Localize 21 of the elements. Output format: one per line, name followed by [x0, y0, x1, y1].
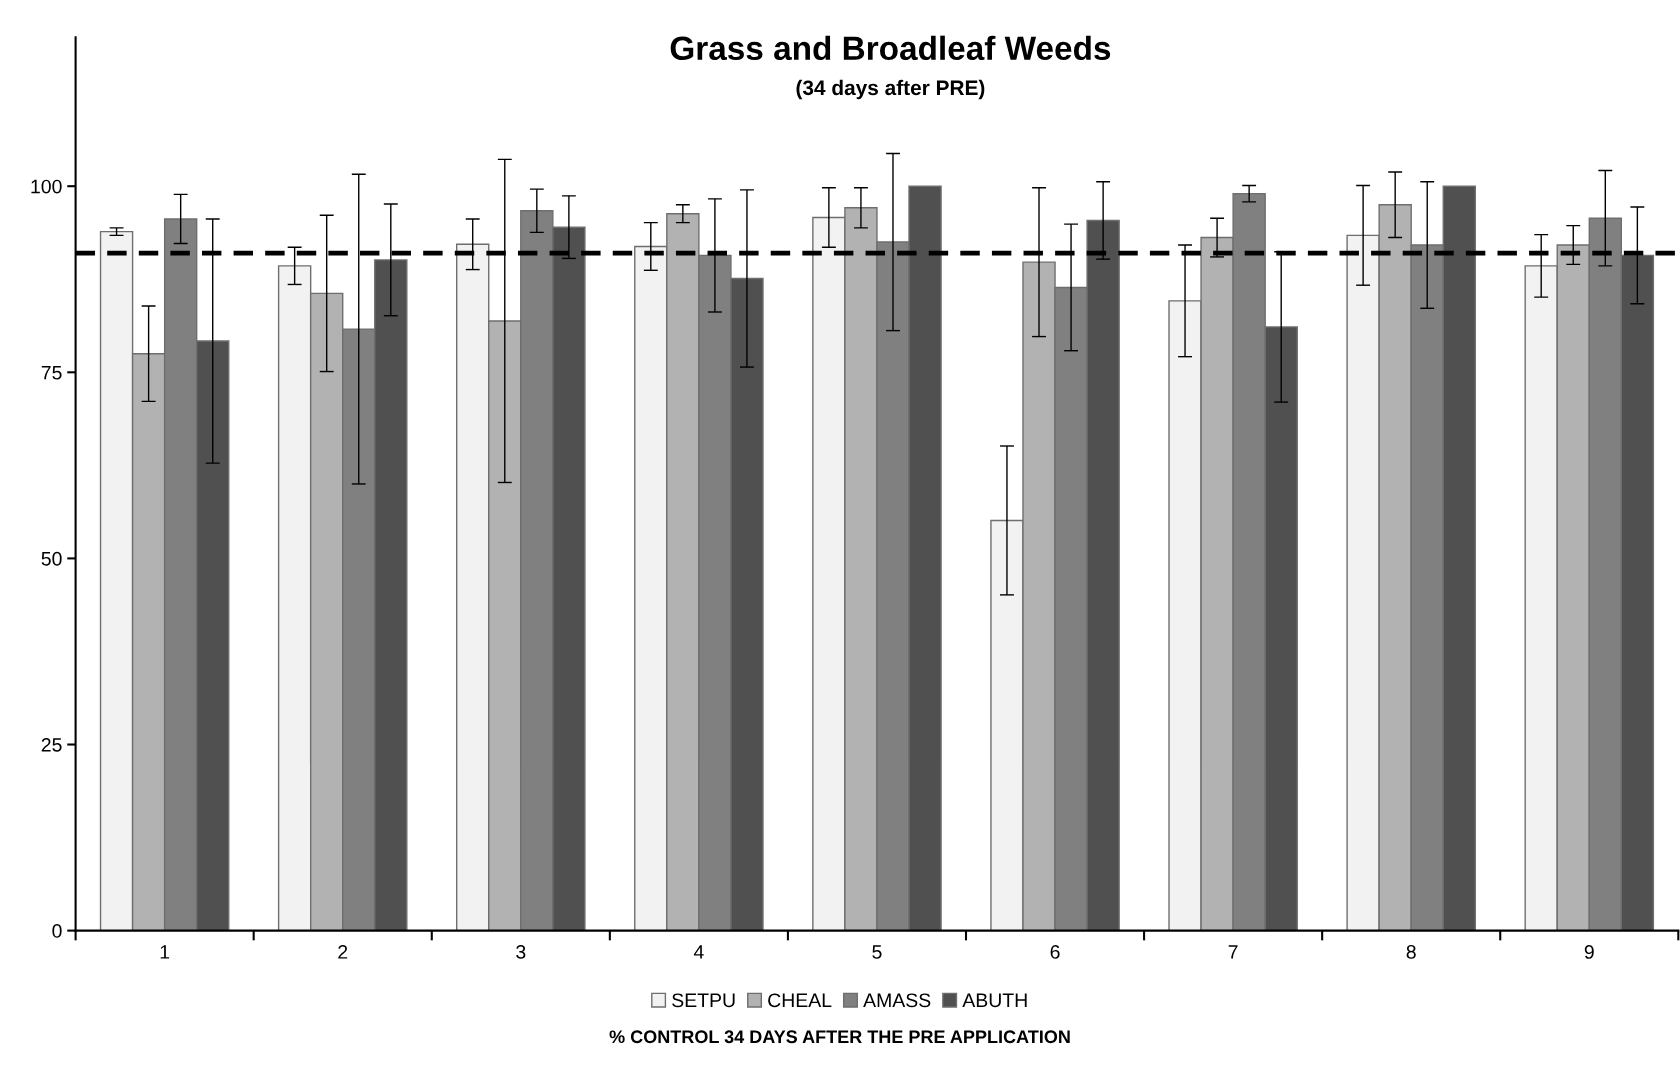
x-tick-label: 2: [338, 945, 348, 959]
x-tick-label: 1: [160, 945, 170, 959]
text: (34 days after PRE): [796, 79, 985, 100]
legend-label: AMASS: [863, 993, 931, 1008]
x-tick-label: 9: [1584, 945, 1594, 959]
x-tick-label: 3: [516, 945, 526, 959]
x-tick-label: 6: [1050, 945, 1060, 959]
x-tick-label: 8: [1406, 945, 1416, 959]
y-tick-label: 25: [41, 737, 62, 752]
legend-label: SETPU: [672, 993, 735, 1008]
y-tick-label: 50: [41, 551, 62, 566]
x-tick-label: 7: [1228, 945, 1238, 959]
chart-title: Grass and Broadleaf Weeds: [670, 35, 1111, 61]
legend-label: CHEAL: [768, 993, 832, 1008]
x-tick-label: 5: [872, 945, 882, 959]
legend-label: ABUTH: [962, 993, 1027, 1008]
y-tick-label: 0: [52, 924, 62, 938]
y-tick-label: 100: [31, 179, 62, 194]
x-tick-label: 4: [693, 945, 704, 959]
x-axis-title: % CONTROL 34 DAYS AFTER THE PRE APPLICATION: [609, 1030, 1070, 1044]
y-tick-label: 75: [41, 365, 62, 380]
